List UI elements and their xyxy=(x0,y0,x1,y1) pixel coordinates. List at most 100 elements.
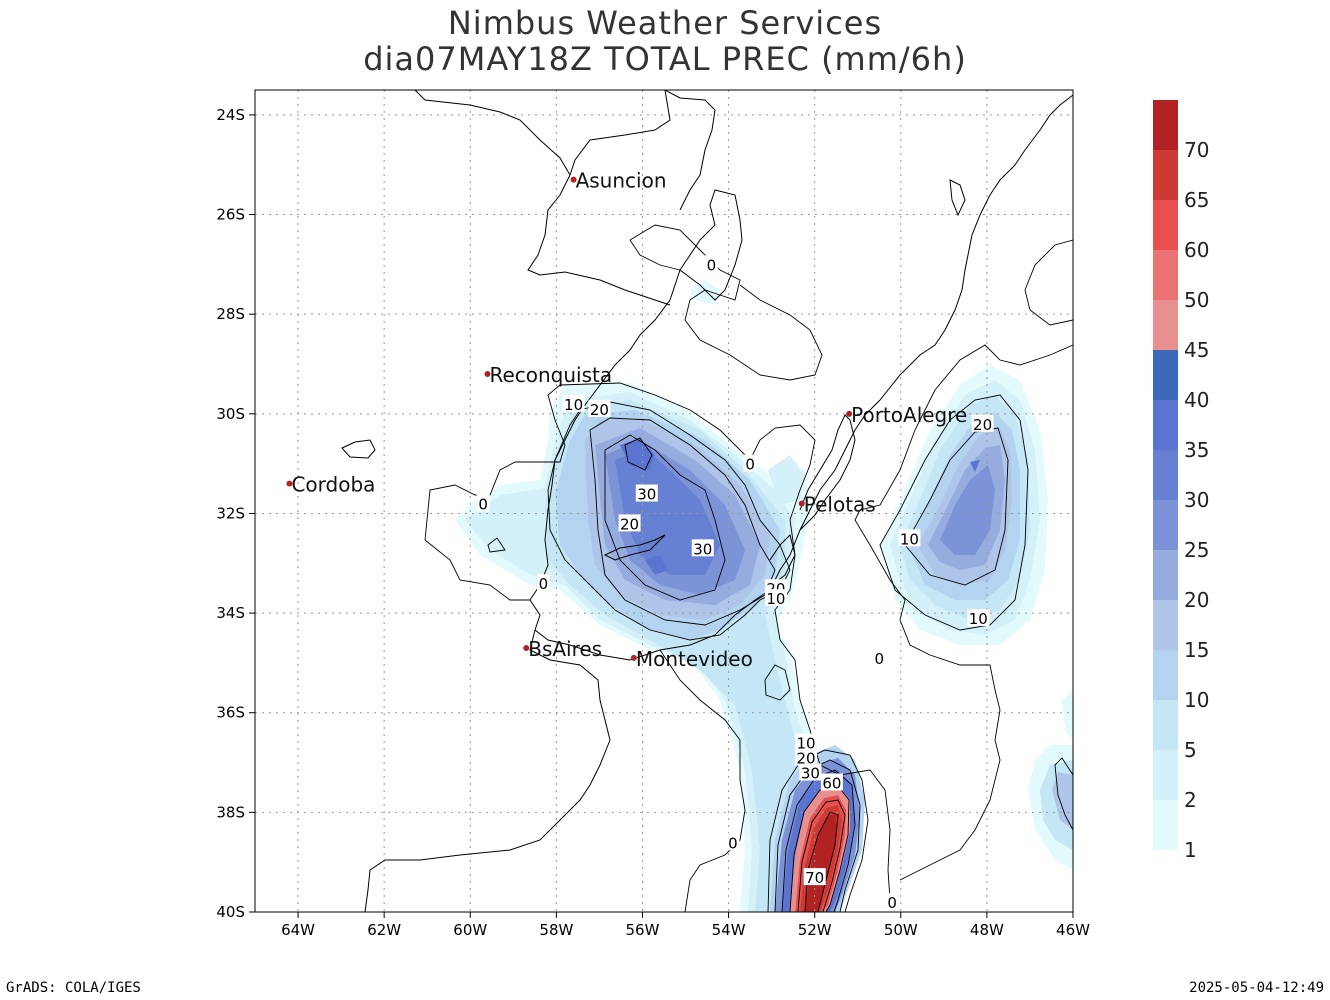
contour-label-bg xyxy=(795,748,818,766)
contour-label: 0 xyxy=(539,575,549,593)
colorbar-level-label: 25 xyxy=(1184,538,1209,562)
precip-shading xyxy=(455,280,1073,912)
contour-small-3 xyxy=(1054,757,1073,831)
map-subtitle: dia07MAY18Z TOTAL PREC (mm/6h) xyxy=(363,40,967,78)
contour-label: 30 xyxy=(637,486,656,504)
contour-label-bg xyxy=(476,494,490,512)
contour-10-core xyxy=(767,749,869,912)
colorbar-swatch xyxy=(1153,350,1178,400)
lon-tick-label: 52W xyxy=(798,921,832,939)
contour-label: 10 xyxy=(969,610,988,628)
contour-label-bg xyxy=(898,529,921,547)
contour-0-sw xyxy=(424,539,530,601)
lat-tick-label: 30S xyxy=(216,405,245,423)
contour-label-bg xyxy=(635,484,658,502)
contour-0-east xyxy=(854,344,1073,881)
island-sc xyxy=(949,179,966,217)
contour-70-core xyxy=(804,811,839,912)
city-marker xyxy=(523,644,530,651)
contour-label-bg xyxy=(691,539,714,557)
colorbar: 70 65 60 50 45 40 35 30 25 20 15 10 5 2 1 xyxy=(1153,100,1209,862)
footer-credit: GrADS: COLA/IGES xyxy=(6,980,141,996)
colorbar-swatch xyxy=(1153,700,1178,750)
contour-label: 60 xyxy=(822,774,841,792)
contour-label: 30 xyxy=(693,540,712,558)
city-label: PortoAlegre xyxy=(851,403,967,427)
colorbar-level-label: 20 xyxy=(1184,588,1209,612)
contour-label-bg xyxy=(803,868,826,886)
contour-label: 0 xyxy=(478,495,488,513)
lat-tick-label: 38S xyxy=(216,803,245,821)
contour-label: 20 xyxy=(620,515,639,533)
contour-label: 20 xyxy=(590,401,609,419)
colorbar-level-label: 35 xyxy=(1184,438,1209,462)
contour-label-bg xyxy=(726,833,740,851)
contour-label-bg xyxy=(743,454,757,472)
colorbar-swatch xyxy=(1153,300,1178,350)
contour-0-south xyxy=(659,649,746,912)
city-marker xyxy=(484,370,491,377)
lon-tick-label: 48W xyxy=(970,921,1004,939)
contour-label: 10 xyxy=(766,590,785,608)
contour-0-paraguay xyxy=(629,224,823,381)
lon-tick-label: 62W xyxy=(367,921,401,939)
lon-tick-label: 56W xyxy=(626,921,660,939)
colorbar-swatch xyxy=(1153,800,1178,850)
contour-small-1 xyxy=(487,537,506,553)
contour-0-ne xyxy=(1024,239,1073,326)
lon-tick-label: 54W xyxy=(712,921,746,939)
lat-tick-label: 34S xyxy=(216,604,245,622)
contour-label-bg xyxy=(971,414,994,432)
shade-fareast-edge xyxy=(1062,690,1073,740)
lon-tick-label: 50W xyxy=(884,921,918,939)
lagoa-mirim xyxy=(769,534,796,586)
city-label: Asuncion xyxy=(576,169,667,193)
contour-label: 0 xyxy=(874,650,884,668)
lon-tick-label: 46W xyxy=(1056,921,1090,939)
argentina-coast xyxy=(364,629,611,912)
contour-20-east xyxy=(904,427,1009,586)
contour-small-2 xyxy=(764,664,791,701)
contour-label-bg xyxy=(820,773,843,791)
colorbar-level-label: 60 xyxy=(1184,238,1209,262)
colorbar-level-label: 15 xyxy=(1184,638,1209,662)
border-brazil-paraguay xyxy=(664,90,716,211)
contour-60-core xyxy=(797,799,846,912)
contour-label: 0 xyxy=(887,894,897,912)
city-label: Cordoba xyxy=(291,473,375,497)
lat-tick-label: 36S xyxy=(216,704,245,722)
contour-10-east xyxy=(879,394,1029,631)
colorbar-level-label: 30 xyxy=(1184,488,1209,512)
map-title: Nimbus Weather Services xyxy=(447,4,883,42)
city-label: Pelotas xyxy=(804,492,876,516)
city-marker xyxy=(798,500,805,507)
colorbar-swatch xyxy=(1153,550,1178,600)
city-marker xyxy=(286,480,293,487)
colorbar-swatch xyxy=(1153,100,1178,150)
contour-label: 20 xyxy=(973,416,992,434)
contour-label-bg xyxy=(588,399,611,417)
shade-east-25 xyxy=(940,465,995,555)
contour-0-west xyxy=(424,382,891,901)
lat-tick-label: 26S xyxy=(216,206,245,224)
shade-small-2 xyxy=(690,280,720,305)
colorbar-swatch xyxy=(1153,750,1178,800)
colorbar-level-label: 2 xyxy=(1184,788,1197,812)
contour-label-bg xyxy=(562,394,585,412)
colorbar-level-label: 65 xyxy=(1184,188,1209,212)
city-marker xyxy=(846,410,853,417)
shade-east-35 xyxy=(970,460,980,472)
contour-label: 0 xyxy=(745,456,755,474)
colorbar-swatch xyxy=(1153,600,1178,650)
city-label: BsAires xyxy=(528,637,602,661)
lat-tick-label: 40S xyxy=(216,903,245,921)
contour-label-bg xyxy=(764,589,787,607)
mar-chiquita xyxy=(341,439,376,459)
contour-10-uruguay xyxy=(547,401,791,641)
lon-tick-label: 58W xyxy=(539,921,573,939)
contour-label: 0 xyxy=(728,834,738,852)
contour-label-bg xyxy=(536,574,550,592)
contour-label: 0 xyxy=(707,256,717,274)
contour-label-bg xyxy=(704,255,718,273)
